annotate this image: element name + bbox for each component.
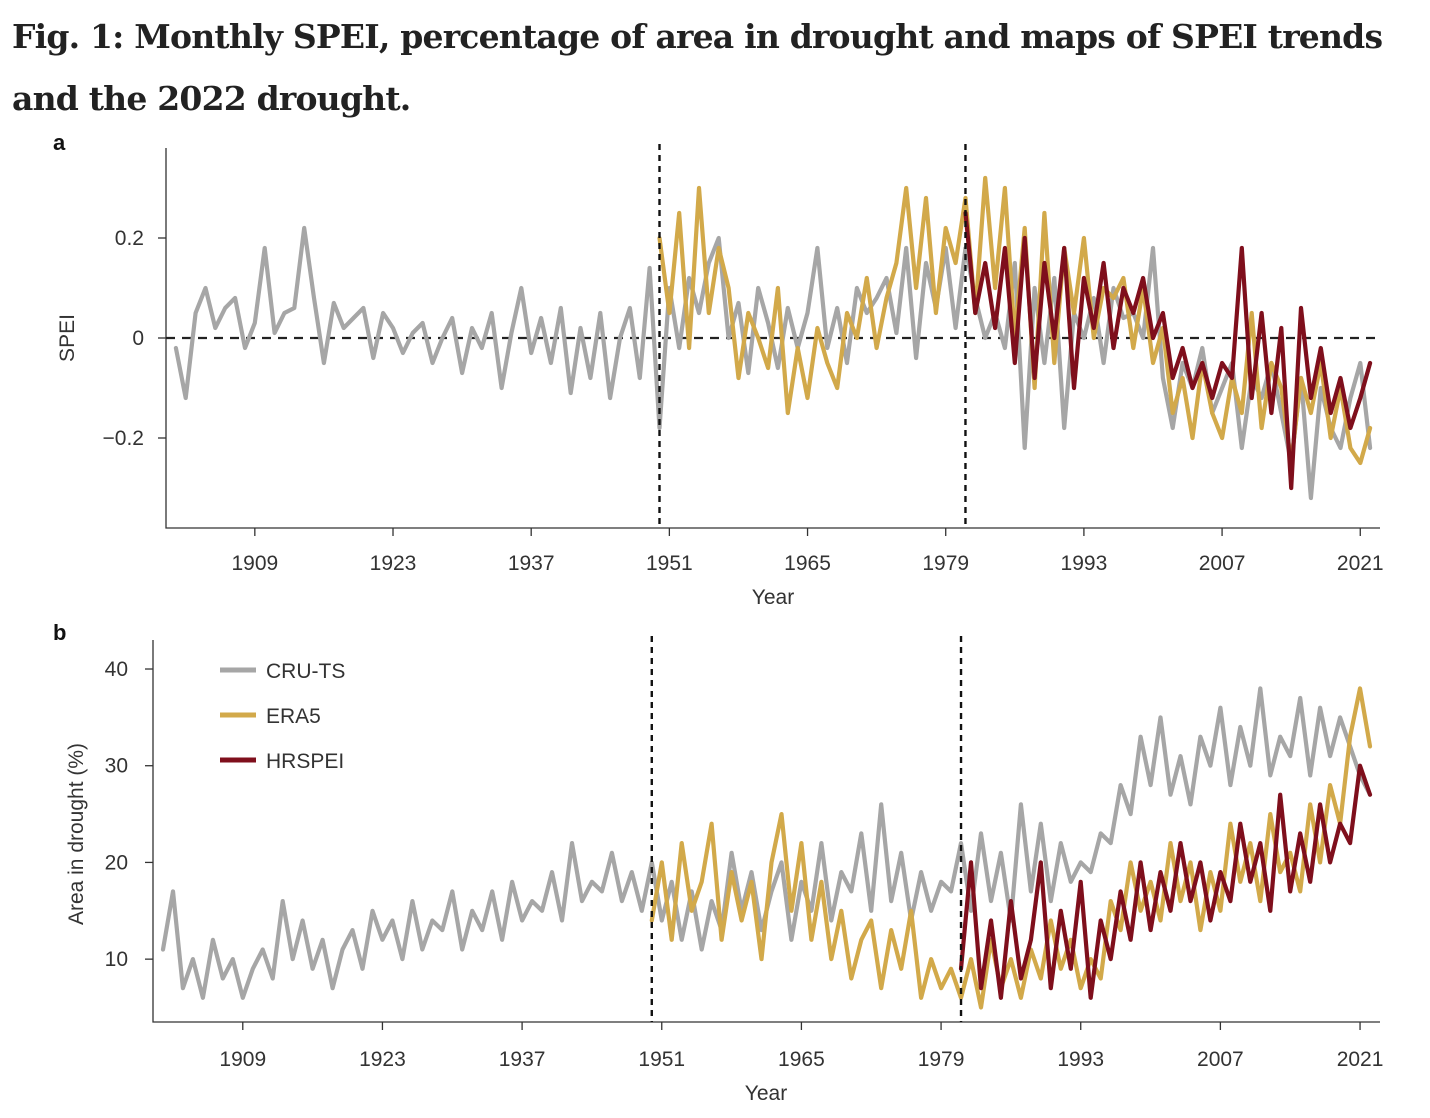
x-tick-label: 1909	[231, 552, 278, 575]
y-tick-label: 10	[105, 948, 128, 971]
x-tick-label: 1951	[638, 1048, 685, 1071]
x-axis-title: Year	[745, 1082, 787, 1105]
panel-label: a	[53, 130, 66, 155]
series-line-hrspei	[963, 210, 1373, 491]
series-line-era5	[649, 686, 1373, 1010]
x-tick-label: 1993	[1057, 1048, 1104, 1071]
y-tick-label: 30	[105, 755, 128, 778]
x-tick-label: 1937	[508, 552, 555, 575]
x-tick-label: 2021	[1337, 552, 1384, 575]
x-tick-label: 2007	[1197, 1048, 1244, 1071]
x-tick-label: 2007	[1199, 552, 1246, 575]
legend: CRU-TS ERA5 HRSPEI	[220, 660, 345, 773]
x-tick-label: 1965	[784, 552, 831, 575]
x-tick-label: 1965	[778, 1048, 825, 1071]
x-axis-title: Year	[752, 586, 794, 609]
plot-area: 10 20 30 40 1909 1923 1937 1951 1965 1979 1993 2007…	[105, 636, 1384, 1071]
series-line-cru-ts	[160, 686, 1373, 1000]
series-line-cru-ts	[173, 225, 1373, 501]
x-tick-label: 1937	[499, 1048, 546, 1071]
y-tick-label: 20	[105, 851, 128, 874]
y-axis-title: SPEI	[56, 314, 79, 362]
legend-label-hrspei: HRSPEI	[266, 750, 344, 773]
area-in-drought-chart: b 10 20 30 40 1909 1923 1937 1951 1965 1979 1993 20…	[53, 620, 1384, 1105]
series-line-hrspei	[958, 763, 1373, 1000]
x-tick-label: 1923	[370, 552, 417, 575]
x-tick-label: 2021	[1337, 1048, 1384, 1071]
legend-label-cru-ts: CRU-TS	[266, 660, 345, 683]
x-tick-label: 1909	[219, 1048, 266, 1071]
axes	[165, 148, 1380, 529]
legend-label-era5: ERA5	[266, 705, 321, 728]
y-tick-label: 40	[105, 658, 128, 681]
figure-title: Fig. 1: Monthly SPEI, percentage of area…	[12, 17, 1383, 118]
x-tick-label: 1979	[918, 1048, 965, 1071]
y-axis-title: Area in drought (%)	[65, 743, 88, 925]
x-tick-label: 1951	[646, 552, 693, 575]
x-tick-label: 1993	[1061, 552, 1108, 575]
spei-chart: a −0.2 0 0.2 1909 1923 1937 1951 1965 1979 1993 20…	[53, 130, 1384, 609]
y-tick-label: 0.2	[115, 227, 144, 250]
x-tick-label: 1923	[359, 1048, 406, 1071]
plot-area: −0.2 0 0.2 1909 1923 1937 1951 1965 1979 1993 2007…	[103, 144, 1384, 575]
y-tick-label: −0.2	[103, 427, 144, 450]
axes	[152, 640, 1380, 1023]
x-tick-label: 1979	[922, 552, 969, 575]
y-tick-label: 0	[132, 327, 144, 350]
panel-label: b	[53, 620, 66, 645]
